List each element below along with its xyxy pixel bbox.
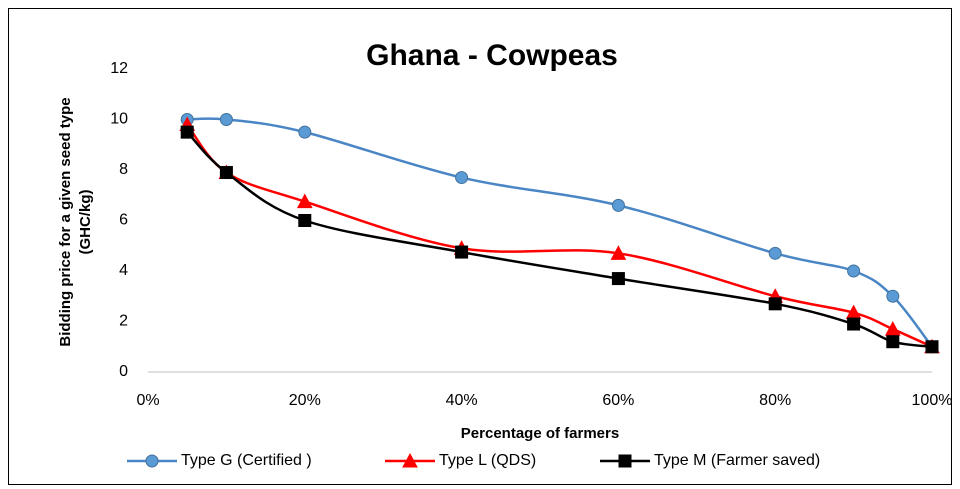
marker	[611, 198, 625, 212]
y-tick-label: 6	[119, 212, 128, 229]
x-tick-label: 0%	[136, 392, 159, 409]
legend-marker	[145, 454, 159, 468]
marker	[884, 321, 901, 336]
legend-marker	[618, 454, 632, 468]
marker	[768, 297, 782, 311]
y-axis-title: Bidding price for a given seed type	[57, 97, 74, 346]
marker	[455, 171, 469, 185]
legend-marker	[402, 452, 418, 468]
y-tick-label: 0	[119, 363, 128, 380]
x-tick-label: 100%	[912, 392, 953, 409]
marker	[925, 340, 939, 354]
marker	[296, 193, 313, 209]
marker	[886, 335, 900, 349]
marker	[847, 317, 861, 331]
marker	[847, 264, 861, 278]
marker	[219, 166, 233, 180]
x-tick-label: 60%	[602, 392, 634, 409]
marker	[219, 113, 233, 126]
x-tick-label: 80%	[759, 392, 791, 409]
y-tick-label: 2	[119, 313, 128, 330]
y-tick-label: 4	[119, 262, 128, 279]
legend-label: Type L (QDS)	[439, 452, 536, 469]
marker	[886, 289, 900, 303]
x-tick-label: 40%	[446, 392, 478, 409]
marker	[610, 245, 627, 260]
legend-label: Type M (Farmer saved)	[654, 452, 820, 469]
marker	[298, 125, 312, 139]
marker	[180, 125, 194, 139]
x-tick-label: 20%	[289, 392, 321, 409]
marker	[455, 245, 469, 259]
y-tick-label: 10	[110, 111, 128, 128]
series-line	[186, 123, 933, 348]
marker	[768, 246, 782, 260]
y-tick-label: 8	[119, 161, 128, 178]
chart-border	[8, 8, 952, 485]
series-line	[186, 131, 933, 348]
x-axis-title: Percentage of farmers	[461, 425, 619, 442]
y-axis-title: (GHC/kg)	[77, 190, 94, 255]
legend-label: Type G (Certified )	[181, 452, 312, 469]
marker	[298, 214, 312, 227]
y-tick-label: 12	[110, 60, 128, 77]
chart-title: Ghana - Cowpeas	[366, 39, 618, 72]
marker	[611, 272, 625, 286]
